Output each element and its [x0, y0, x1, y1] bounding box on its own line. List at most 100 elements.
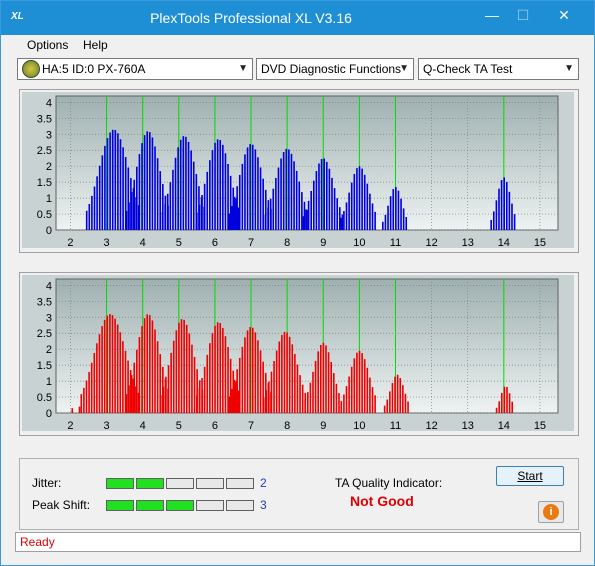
chart-bar — [340, 401, 343, 413]
chart-bar — [151, 137, 154, 230]
chart-bar — [275, 350, 278, 413]
chart-bar — [88, 372, 90, 413]
disc-drive-icon — [22, 60, 40, 78]
chart-bar — [136, 349, 138, 413]
chart-top: 0 0.5 1 1.5 2 2.5 3 3.5 4 2 3 4 5 6 7 8 9 10 11 12 13 14 15 — [20, 90, 578, 252]
y-tick-label: 3 — [46, 129, 52, 141]
chart-bar — [249, 327, 251, 413]
maximize-button[interactable]: ☐ — [516, 7, 530, 23]
drive-select-value: HA:5 ID:0 PX-760A — [42, 62, 146, 76]
chart-bar — [286, 332, 288, 413]
y-tick-label: 2 — [46, 161, 52, 173]
chart-bar — [314, 360, 317, 413]
y-tick-label: 1.5 — [37, 360, 52, 372]
chart-bar — [348, 376, 350, 413]
close-button[interactable]: ✕ — [558, 7, 570, 23]
chart-bar — [149, 132, 151, 230]
x-tick-label: 10 — [353, 420, 365, 432]
chart-bar — [269, 198, 272, 230]
status-text: Ready — [20, 535, 55, 549]
minimize-button[interactable]: — — [485, 7, 499, 23]
chart-bar — [116, 324, 119, 413]
chart-bar — [83, 387, 85, 413]
start-button-label: Start — [517, 469, 543, 483]
chart-bar — [159, 171, 162, 230]
chart-bar — [185, 136, 187, 230]
chart-bar — [348, 192, 350, 230]
function-select-value: DVD Diagnostic Functions — [261, 62, 402, 76]
chart-bar — [206, 354, 209, 413]
function-select[interactable]: DVD Diagnostic Functions ▼ — [256, 58, 414, 80]
chart-bar — [236, 369, 238, 413]
chart-bar — [251, 144, 254, 230]
chart-bar — [192, 161, 195, 230]
chart-bar — [128, 385, 130, 413]
info-button[interactable]: i — [538, 501, 564, 523]
chevron-down-icon: ▼ — [564, 63, 574, 74]
menu-options[interactable]: Options — [27, 38, 69, 52]
title-bar: XL PlexTools Professional XL V3.16 — ☐ ✕ — [1, 1, 594, 35]
chart-bar — [262, 397, 265, 413]
chart-bar — [151, 320, 154, 413]
chart-bar — [325, 161, 328, 230]
x-tick-label: 15 — [534, 237, 546, 249]
meter-segment — [166, 478, 194, 489]
x-tick-label: 13 — [462, 420, 474, 432]
chart-bar — [295, 170, 298, 230]
chart-bar — [162, 183, 164, 230]
drive-select[interactable]: HA:5 ID:0 PX-760A ▼ — [17, 58, 253, 80]
chart-bar — [219, 323, 222, 413]
chart-bar — [273, 360, 275, 413]
x-tick-label: 4 — [140, 237, 146, 249]
chart-bar — [227, 163, 229, 230]
chart-bar — [358, 350, 361, 413]
chart-bar — [209, 160, 211, 230]
info-icon: i — [543, 504, 559, 520]
chart-bar — [383, 405, 386, 413]
chart-bar — [233, 379, 236, 413]
chart-bar — [264, 189, 267, 230]
test-select[interactable]: Q-Check TA Test ▼ — [418, 58, 579, 80]
chart-bar — [338, 393, 340, 413]
chart-bar — [363, 174, 366, 230]
x-tick-label: 11 — [390, 420, 401, 432]
chart-bar — [125, 394, 128, 413]
y-tick-label: 0 — [46, 225, 52, 237]
chart-bar — [96, 176, 98, 230]
ta-quality-result: Not Good — [350, 493, 414, 509]
chart-bar — [320, 159, 323, 230]
chart-bar — [492, 211, 495, 230]
chart-bar — [333, 188, 336, 230]
chart-bar — [350, 182, 353, 230]
chart-bar — [130, 374, 133, 413]
chart-bar — [268, 381, 270, 413]
chart-bar — [93, 353, 96, 413]
chart-bar — [391, 382, 394, 413]
chart-bar — [306, 392, 309, 413]
x-tick-label: 12 — [425, 237, 437, 249]
start-button[interactable]: Start — [496, 466, 564, 486]
meter-segment — [226, 500, 254, 511]
chart-bar — [170, 352, 172, 413]
chart-bar — [290, 153, 293, 230]
chart-bar — [291, 344, 294, 413]
chart-bar — [133, 362, 136, 413]
chart-bar — [336, 198, 338, 230]
chart-bar — [91, 195, 93, 230]
x-tick-label: 9 — [320, 420, 326, 432]
chart-bar — [224, 336, 227, 413]
chart-bar — [270, 371, 273, 413]
test-select-value: Q-Check TA Test — [423, 62, 513, 76]
chart-bar — [159, 394, 162, 413]
chart-bar — [350, 366, 353, 413]
chart-bar — [172, 169, 174, 230]
chart-bottom-panel: 0 0.5 1 1.5 2 2.5 3 3.5 4 2 3 4 5 6 7 8 9 10 11 12 13 14 15 — [19, 272, 579, 436]
chart-bar — [222, 327, 224, 413]
chart-bar — [228, 396, 231, 413]
chart-bar — [506, 386, 508, 413]
chart-bar — [237, 390, 240, 413]
menu-help[interactable]: Help — [83, 38, 108, 52]
jitter-value: 2 — [260, 476, 267, 490]
chart-bar — [219, 140, 222, 230]
x-tick-label: 14 — [498, 237, 510, 249]
